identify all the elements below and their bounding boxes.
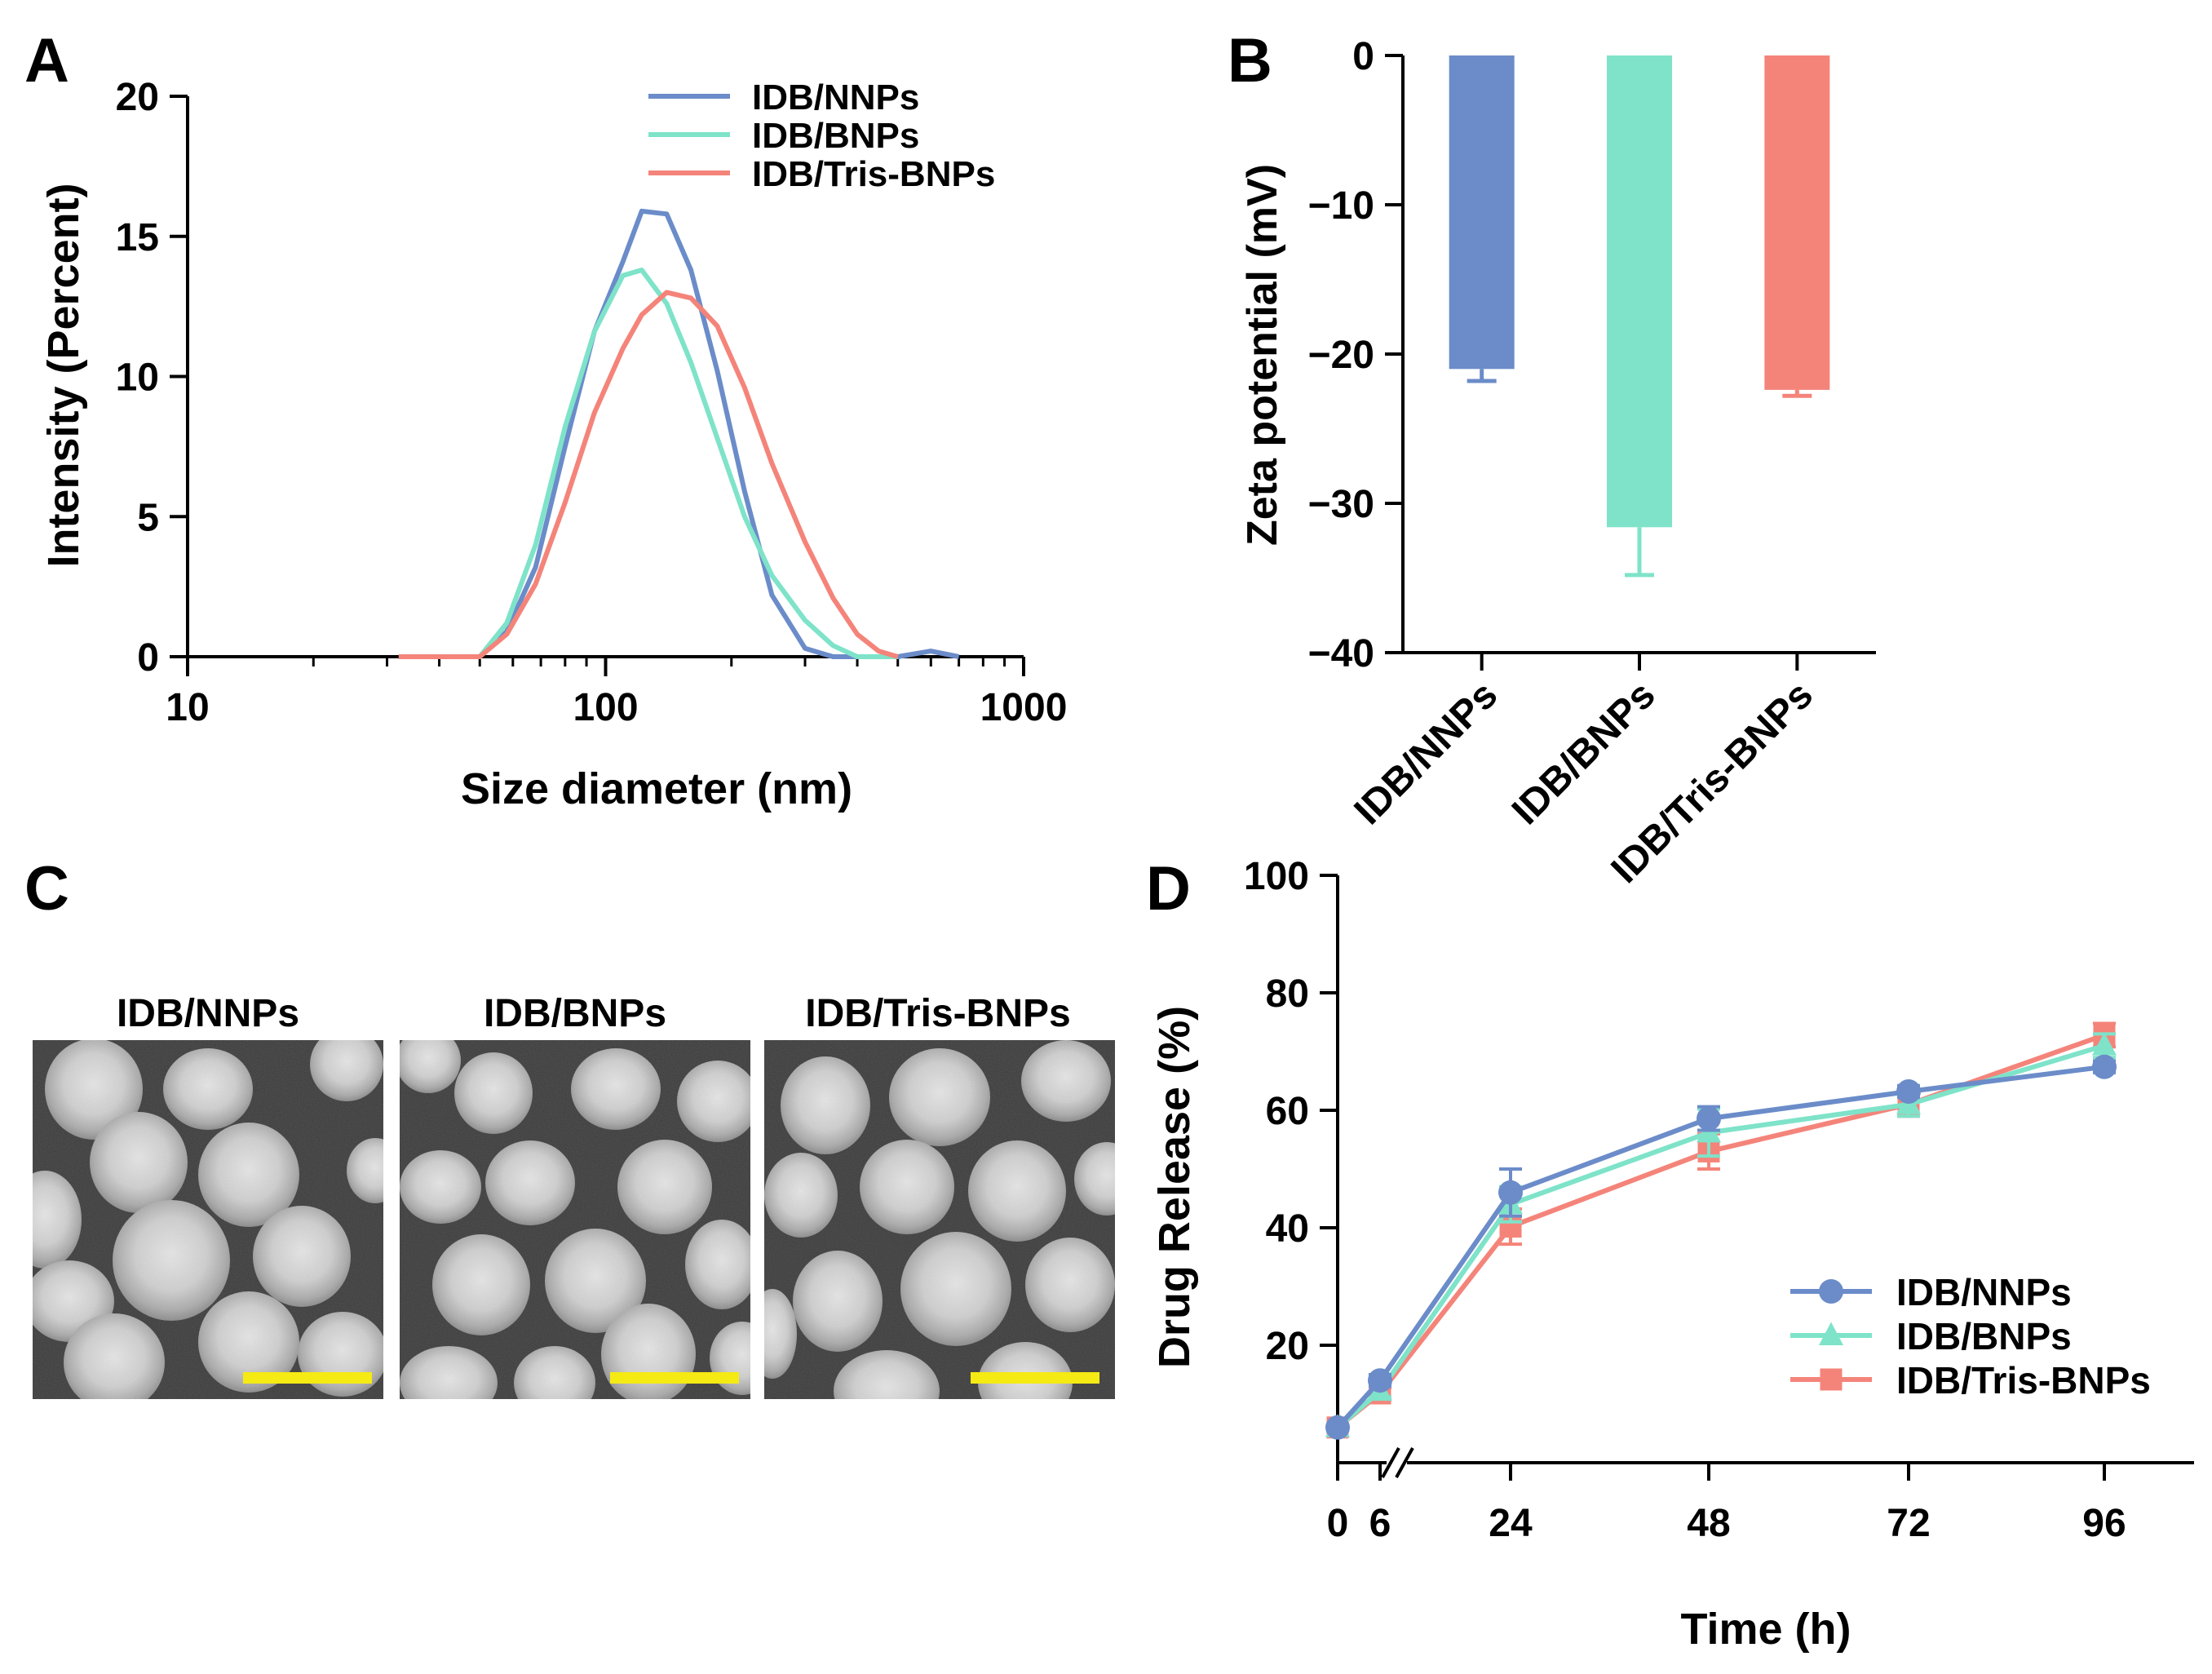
tem-image-tris-bnps — [764, 1040, 1115, 1399]
legend-label: IDB/Tris-BNPs — [752, 154, 995, 194]
panel-a-ticks: 0 5 10 15 20 10 100 1000 — [116, 76, 1068, 729]
legend-label: IDB/NNPs — [1896, 1271, 2072, 1313]
data-point-idb-nnps — [1697, 1106, 1721, 1132]
series-line-idb-tris-bnps — [398, 290, 899, 659]
legend-marker — [1819, 1322, 1843, 1345]
y-tick-label: 15 — [116, 216, 159, 259]
panel-label-b: B — [1228, 26, 1272, 95]
tem-title-nnps: IDB/NNPs — [117, 992, 299, 1035]
tem-title-bnps: IDB/BNPs — [484, 992, 666, 1035]
y-tick-label: 100 — [1244, 855, 1309, 898]
panel-b-zeta-potential: 0−10−20−30−40IDB/NNPsIDB/BNPsIDB/Tris-BN… — [1239, 35, 1876, 892]
tem-image-nnps — [33, 1040, 383, 1399]
data-point-idb-nnps — [1896, 1078, 1921, 1104]
axis-break-mark — [1395, 1447, 1414, 1478]
legend-label: IDB/Tris-BNPs — [1896, 1359, 2151, 1402]
panel-d-series — [1325, 1021, 2117, 1440]
panel-d-y-label: Drug Release (%) — [1150, 1006, 1199, 1368]
bar-idb-bnps — [1607, 55, 1672, 528]
panel-d-x-label: Time (h) — [1680, 1605, 1851, 1654]
y-tick-label: 60 — [1266, 1090, 1309, 1133]
bar-idb-tris-bnps — [1764, 55, 1830, 390]
legend-label: IDB/BNPs — [752, 116, 919, 156]
x-tick-label: 0 — [1327, 1502, 1349, 1545]
panel-a-y-label: Intensity (Percent) — [39, 183, 88, 567]
legend-marker — [1820, 1368, 1843, 1391]
panel-d-ticks: 20 40 60 80 100 0 6 24 48 72 96 — [1244, 855, 2126, 1545]
panel-b-ticks: 0−10−20−30−40IDB/NNPsIDB/BNPsIDB/Tris-BN… — [1308, 35, 1822, 892]
x-tick-label: 96 — [2082, 1502, 2126, 1545]
y-tick-label: 0 — [1352, 35, 1374, 78]
legend-label: IDB/NNPs — [752, 78, 919, 117]
tem-image-bnps — [400, 1040, 750, 1399]
panel-b-bars — [1449, 55, 1830, 578]
panel-a-x-label: Size diameter (nm) — [461, 764, 852, 813]
panel-d-drug-release: 20 40 60 80 100 0 6 24 48 72 96 IDB/NNPsIDB/BNPsID… — [1150, 855, 2194, 1654]
x-tick-label: 1000 — [980, 686, 1068, 729]
x-tick-label: IDB/BNPs — [1504, 673, 1664, 833]
y-tick-label: 10 — [116, 356, 159, 400]
legend-label: IDB/BNPs — [1896, 1315, 2072, 1357]
y-tick-label: 40 — [1266, 1207, 1309, 1251]
x-tick-label: 24 — [1489, 1502, 1533, 1545]
y-tick-label: −20 — [1308, 334, 1374, 377]
panel-label-a: A — [24, 26, 69, 95]
data-point-idb-nnps — [2092, 1054, 2117, 1079]
y-tick-label: 80 — [1266, 972, 1309, 1016]
y-tick-label: 20 — [116, 76, 159, 119]
y-tick-label: 20 — [1266, 1325, 1309, 1368]
data-point-idb-nnps — [1325, 1415, 1350, 1440]
panel-b-y-label: Zeta potential (mV) — [1239, 164, 1286, 546]
x-tick-label: 6 — [1369, 1502, 1391, 1545]
y-tick-label: −40 — [1308, 632, 1374, 675]
x-tick-label: 72 — [1887, 1502, 1930, 1545]
scale-bar — [610, 1372, 739, 1384]
data-point-idb-bnps — [2092, 1032, 2117, 1056]
legend-marker — [1819, 1279, 1843, 1304]
panel-a-size-distribution: 0 5 10 15 20 10 100 1000 IDB/NNPsIDB/BNPsIDB/Tr… — [39, 76, 1067, 813]
x-tick-label: 48 — [1687, 1502, 1730, 1545]
panel-c-tem-images: IDB/NNPs IDB/BNPs IDB/Tris-BNPs — [33, 992, 1115, 1399]
y-tick-label: 0 — [137, 636, 159, 680]
data-point-idb-nnps — [1368, 1368, 1392, 1393]
panel-label-c: C — [24, 854, 69, 923]
x-tick-label: IDB/NNPs — [1347, 673, 1506, 833]
data-point-idb-nnps — [1498, 1180, 1523, 1205]
panel-a-series — [398, 208, 960, 659]
series-line-idb-nnps — [398, 208, 960, 659]
tem-title-tris-bnps: IDB/Tris-BNPs — [805, 992, 1070, 1035]
bar-idb-nnps — [1449, 55, 1515, 370]
scale-bar — [971, 1372, 1099, 1384]
panel-label-d: D — [1146, 854, 1191, 923]
scale-bar — [243, 1372, 372, 1384]
series-line-idb-bnps — [398, 268, 898, 659]
y-tick-label: −30 — [1308, 483, 1374, 526]
x-tick-label: 100 — [573, 686, 638, 729]
y-tick-label: 5 — [137, 496, 159, 539]
x-tick-label: 10 — [166, 686, 209, 729]
y-tick-label: −10 — [1308, 184, 1374, 228]
axis-break-mark — [1381, 1447, 1400, 1478]
